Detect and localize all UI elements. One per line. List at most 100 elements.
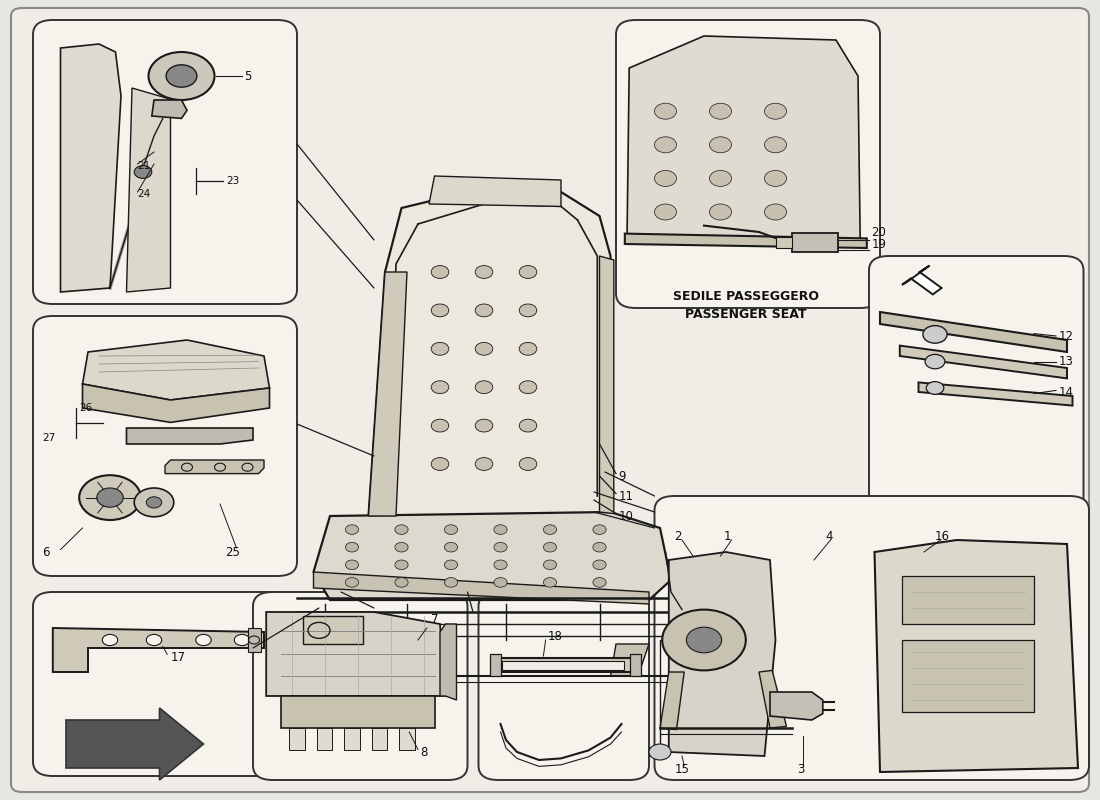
Circle shape: [444, 578, 458, 587]
Circle shape: [444, 525, 458, 534]
Circle shape: [166, 65, 197, 87]
Text: PASSENGER SEAT: PASSENGER SEAT: [685, 308, 806, 321]
Circle shape: [519, 419, 537, 432]
FancyBboxPatch shape: [869, 256, 1084, 516]
Bar: [630, 654, 641, 676]
Circle shape: [431, 304, 449, 317]
Circle shape: [593, 560, 606, 570]
Polygon shape: [66, 708, 204, 780]
Circle shape: [431, 342, 449, 355]
Polygon shape: [900, 346, 1067, 378]
Circle shape: [519, 458, 537, 470]
Circle shape: [543, 560, 557, 570]
Text: 10: 10: [618, 510, 634, 522]
Polygon shape: [368, 272, 407, 516]
Circle shape: [148, 52, 214, 100]
Text: 3: 3: [798, 763, 805, 776]
Polygon shape: [440, 624, 456, 700]
Text: 23: 23: [227, 176, 240, 186]
Circle shape: [649, 744, 671, 760]
FancyBboxPatch shape: [616, 20, 880, 308]
Circle shape: [925, 354, 945, 369]
Text: 24: 24: [138, 189, 151, 198]
Bar: [902, 640, 1034, 712]
Circle shape: [710, 103, 732, 119]
Circle shape: [923, 326, 947, 343]
Circle shape: [593, 542, 606, 552]
Circle shape: [475, 381, 493, 394]
Text: 21: 21: [138, 161, 151, 170]
Polygon shape: [610, 644, 649, 676]
FancyBboxPatch shape: [33, 592, 297, 776]
Text: 25: 25: [226, 546, 241, 558]
Bar: [372, 728, 387, 750]
Polygon shape: [126, 88, 170, 292]
Text: SEDILE PASSEGGERO: SEDILE PASSEGGERO: [673, 290, 818, 302]
Circle shape: [475, 304, 493, 317]
Circle shape: [395, 542, 408, 552]
Circle shape: [543, 525, 557, 534]
Circle shape: [395, 525, 408, 534]
Bar: [399, 728, 415, 750]
Circle shape: [519, 342, 537, 355]
Circle shape: [345, 525, 359, 534]
Circle shape: [519, 381, 537, 394]
Circle shape: [475, 266, 493, 278]
Circle shape: [926, 382, 944, 394]
Bar: [302, 616, 363, 644]
Polygon shape: [880, 312, 1067, 352]
Bar: [776, 237, 792, 248]
Circle shape: [543, 542, 557, 552]
Polygon shape: [82, 384, 270, 422]
Polygon shape: [493, 658, 632, 672]
Polygon shape: [60, 44, 121, 292]
Text: 1: 1: [724, 530, 732, 542]
FancyBboxPatch shape: [654, 496, 1089, 780]
Bar: [792, 233, 838, 252]
Bar: [317, 728, 332, 750]
Circle shape: [494, 525, 507, 534]
Text: 9: 9: [618, 470, 626, 482]
Circle shape: [431, 419, 449, 432]
Text: 16: 16: [935, 530, 950, 542]
Text: 8: 8: [420, 746, 428, 758]
Circle shape: [519, 304, 537, 317]
Polygon shape: [429, 176, 561, 206]
Polygon shape: [502, 661, 624, 670]
Circle shape: [134, 166, 152, 178]
Bar: [902, 576, 1034, 624]
Circle shape: [764, 170, 786, 186]
Text: 14: 14: [1058, 386, 1074, 398]
Circle shape: [146, 634, 162, 646]
Polygon shape: [152, 100, 187, 118]
Circle shape: [431, 266, 449, 278]
Polygon shape: [368, 188, 610, 516]
Circle shape: [134, 488, 174, 517]
FancyBboxPatch shape: [33, 316, 297, 576]
Polygon shape: [297, 644, 330, 676]
Polygon shape: [600, 256, 614, 514]
Circle shape: [345, 578, 359, 587]
FancyBboxPatch shape: [478, 592, 649, 780]
Circle shape: [395, 560, 408, 570]
Circle shape: [102, 634, 118, 646]
FancyBboxPatch shape: [11, 8, 1089, 792]
Bar: [490, 654, 500, 676]
Circle shape: [79, 475, 141, 520]
Circle shape: [764, 103, 786, 119]
Text: 6: 6: [42, 546, 50, 558]
Polygon shape: [165, 460, 264, 474]
Circle shape: [710, 170, 732, 186]
Circle shape: [97, 488, 123, 507]
FancyBboxPatch shape: [253, 592, 468, 780]
Circle shape: [444, 560, 458, 570]
Bar: [248, 628, 261, 652]
Text: 13: 13: [1058, 355, 1074, 368]
Text: 20: 20: [871, 226, 887, 238]
Circle shape: [543, 578, 557, 587]
Text: 2: 2: [674, 530, 682, 542]
Polygon shape: [314, 512, 671, 600]
Circle shape: [494, 578, 507, 587]
Text: 17: 17: [170, 651, 186, 664]
Circle shape: [475, 419, 493, 432]
